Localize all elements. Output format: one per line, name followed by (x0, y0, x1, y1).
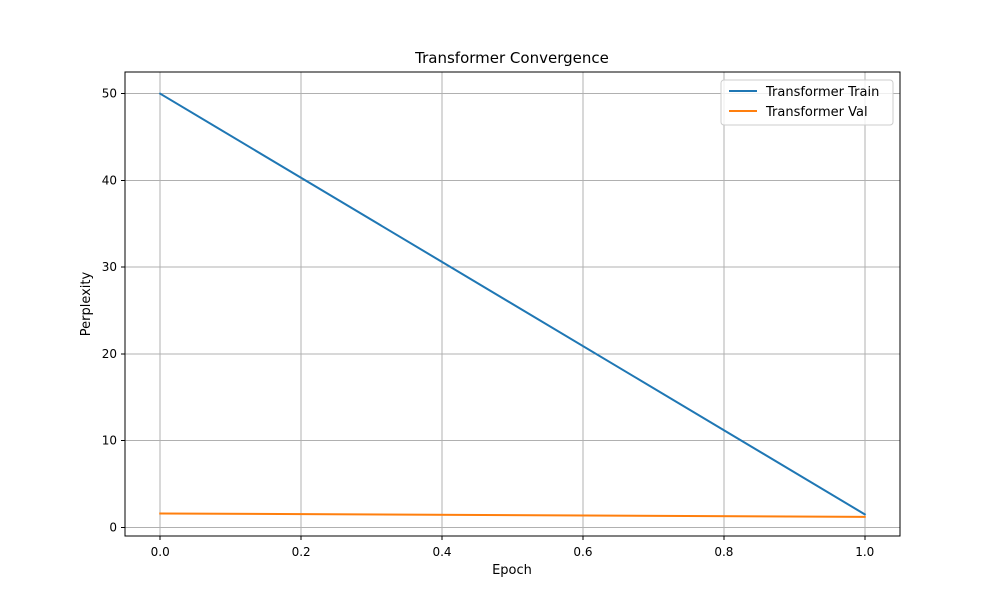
gridlines (125, 72, 900, 536)
chart-title: Transformer Convergence (414, 49, 609, 67)
legend-label-transformer-val: Transformer Val (765, 105, 868, 120)
data-series (158, 92, 867, 518)
y-tick-label: 0 (109, 520, 117, 534)
series-line-transformer-train (158, 92, 867, 516)
x-tick-label: 0.4 (432, 545, 451, 559)
y-axis-ticks: 0 10 20 30 40 50 (102, 87, 125, 534)
x-axis-ticks: 0.0 0.2 0.4 0.6 0.8 1.0 (151, 536, 874, 559)
y-tick-label: 40 (102, 173, 117, 187)
series-line-transformer-val (159, 512, 866, 518)
x-tick-label: 1.0 (855, 545, 874, 559)
legend-box (720, 79, 894, 126)
y-tick-label: 20 (102, 347, 117, 361)
y-tick-label: 50 (102, 87, 117, 101)
y-tick-label: 10 (102, 434, 117, 448)
plot-frame (124, 71, 901, 537)
x-tick-label: 0.8 (714, 545, 733, 559)
x-tick-label: 0.6 (573, 545, 592, 559)
x-axis-label: Epoch (492, 563, 532, 578)
x-tick-label: 0.0 (151, 545, 170, 559)
x-tick-label: 0.2 (292, 545, 311, 559)
legend: Transformer Train Transformer Val (720, 79, 894, 126)
y-tick-label: 30 (102, 260, 117, 274)
y-axis-label: Perplexity (79, 271, 94, 336)
legend-label-transformer-train: Transformer Train (765, 85, 879, 100)
